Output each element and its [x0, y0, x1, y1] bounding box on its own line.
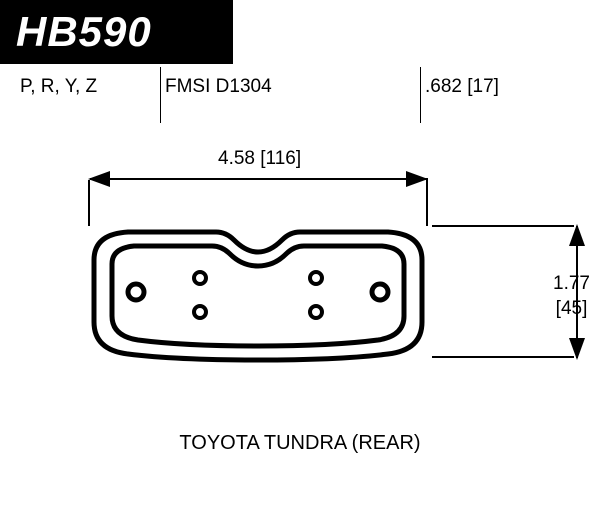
rivet: [310, 306, 322, 318]
arrow-up-icon: [569, 224, 585, 246]
spec-row: P, R, Y, Z FMSI D1304 .682 [17]: [0, 64, 600, 134]
divider: [420, 67, 421, 123]
spec-compounds: P, R, Y, Z: [20, 76, 165, 98]
arrow-down-icon: [569, 338, 585, 360]
rivet: [194, 272, 206, 284]
friction-material-outline: [112, 246, 404, 346]
height-label: 1.77[45]: [553, 272, 590, 321]
mounting-hole: [372, 284, 388, 300]
diagram-area: 4.58 [116] 1.77[45] TOYOTA TUNDRA (REAR): [0, 134, 600, 474]
width-mm: 116: [266, 148, 296, 169]
divider: [160, 67, 161, 123]
arrow-left-icon: [88, 171, 110, 187]
dimension-line: [90, 178, 428, 180]
width-label: 4.58 [116]: [212, 148, 307, 170]
width-inches: 4.58: [218, 148, 255, 169]
header-bar: HB590: [0, 0, 233, 64]
extension-line: [432, 356, 574, 358]
rivet: [194, 306, 206, 318]
spec-fmsi: FMSI D1304: [165, 76, 425, 98]
part-number: HB590: [16, 8, 152, 55]
height-mm: 45: [561, 298, 582, 319]
arrow-right-icon: [406, 171, 428, 187]
rivet: [310, 272, 322, 284]
mounting-hole: [128, 284, 144, 300]
spec-thickness: .682 [17]: [425, 76, 555, 98]
height-inches: 1.77: [553, 273, 590, 294]
product-label: TOYOTA TUNDRA (REAR): [0, 432, 600, 455]
brake-pad-shape: [88, 226, 428, 366]
extension-line: [432, 225, 574, 227]
